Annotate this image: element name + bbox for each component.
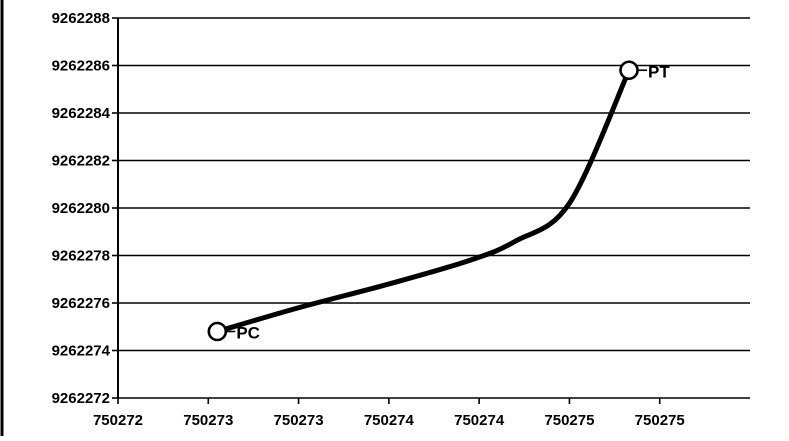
points: PC PT xyxy=(207,60,670,343)
gridlines xyxy=(118,17,750,399)
x-tick-label-6: 750275 xyxy=(635,412,685,429)
tick-labels: 9262272 9262274 9262276 9262278 9262280 92622… xyxy=(52,10,685,429)
x-tick-label-5: 750275 xyxy=(544,412,594,429)
series xyxy=(214,67,632,334)
axes xyxy=(0,0,661,436)
x-tick-label-0: 750272 xyxy=(93,412,143,429)
point-label-pt: PT xyxy=(648,62,670,81)
y-tick-label-4: 9262280 xyxy=(52,200,110,217)
y-tick-label-0: 9262272 xyxy=(52,390,110,407)
point-label-pc: PC xyxy=(236,324,260,343)
series-line-0 xyxy=(214,67,632,334)
x-tick-label-4: 750274 xyxy=(454,412,505,429)
y-tick-label-1: 9262274 xyxy=(52,343,111,360)
y-tick-label-7: 9262286 xyxy=(52,58,110,75)
point-marker-pt xyxy=(619,60,639,81)
point-marker-pc xyxy=(207,321,228,342)
x-tick-label-2: 750273 xyxy=(274,412,324,429)
x-tick-label-3: 750274 xyxy=(364,412,415,429)
y-tick-label-3: 9262278 xyxy=(52,248,110,265)
y-tick-label-6: 9262284 xyxy=(52,105,111,122)
y-tick-label-2: 9262276 xyxy=(52,295,110,312)
y-tick-label-8: 9262288 xyxy=(52,10,110,27)
x-tick-label-1: 750273 xyxy=(183,412,233,429)
y-tick-label-5: 9262282 xyxy=(52,153,110,170)
